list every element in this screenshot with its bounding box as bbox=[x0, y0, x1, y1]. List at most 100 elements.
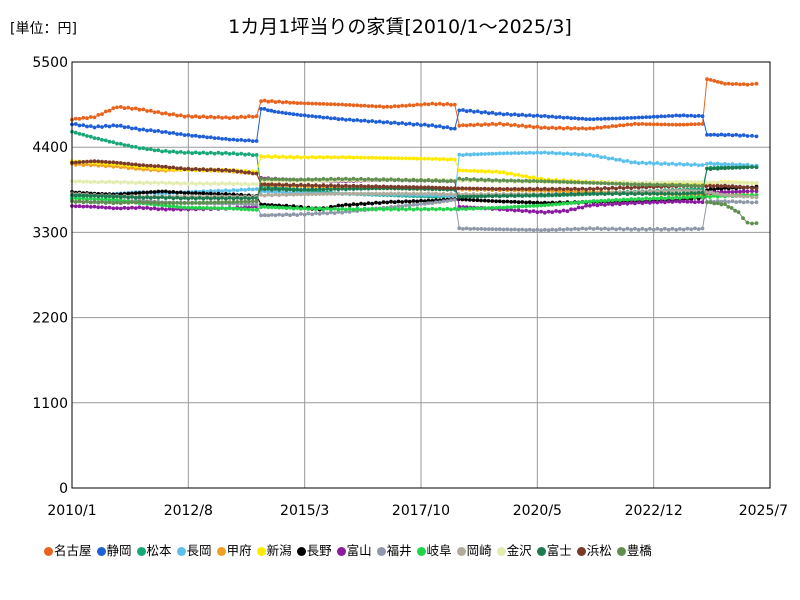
legend-swatch bbox=[216, 547, 226, 556]
data-point bbox=[103, 180, 108, 185]
data-point bbox=[738, 133, 742, 138]
data-point bbox=[584, 191, 588, 196]
data-point bbox=[400, 156, 405, 161]
data-point bbox=[573, 201, 577, 205]
data-point bbox=[85, 199, 89, 204]
data-point bbox=[156, 189, 161, 194]
data-point bbox=[212, 136, 217, 141]
data-point bbox=[700, 184, 705, 188]
series-名古屋 bbox=[70, 77, 759, 131]
data-point bbox=[726, 162, 731, 167]
data-point bbox=[422, 202, 427, 206]
data-point bbox=[708, 167, 713, 172]
data-point bbox=[509, 178, 513, 183]
data-point bbox=[666, 191, 671, 196]
data-point bbox=[201, 114, 206, 119]
data-point bbox=[347, 184, 352, 189]
data-point bbox=[561, 152, 566, 156]
data-point bbox=[636, 182, 641, 187]
data-point bbox=[310, 114, 315, 118]
data-point bbox=[512, 186, 517, 191]
legend-label: 福井 bbox=[386, 543, 412, 558]
data-point bbox=[591, 187, 596, 192]
data-point bbox=[422, 206, 427, 211]
data-point bbox=[193, 201, 198, 205]
data-point bbox=[689, 163, 694, 168]
data-point bbox=[542, 203, 547, 208]
data-point bbox=[651, 200, 656, 204]
data-point bbox=[696, 190, 701, 195]
data-point bbox=[741, 165, 746, 170]
data-point bbox=[148, 190, 153, 194]
data-point bbox=[366, 191, 371, 196]
data-point bbox=[344, 187, 348, 192]
data-point bbox=[224, 196, 228, 201]
data-point bbox=[696, 113, 701, 118]
data-point bbox=[205, 168, 210, 173]
data-point bbox=[400, 178, 405, 183]
data-point bbox=[419, 185, 423, 190]
data-point bbox=[666, 122, 671, 127]
data-point bbox=[325, 155, 330, 159]
data-point bbox=[133, 181, 138, 186]
series-豊橋 bbox=[70, 176, 759, 226]
data-point bbox=[648, 200, 652, 205]
data-point bbox=[259, 99, 263, 104]
data-point bbox=[111, 160, 116, 165]
data-point bbox=[542, 227, 547, 232]
data-point bbox=[603, 226, 607, 231]
data-point bbox=[573, 116, 577, 120]
data-point bbox=[651, 114, 656, 119]
data-point bbox=[175, 113, 180, 118]
data-point bbox=[576, 116, 581, 121]
data-point bbox=[726, 190, 731, 194]
data-point bbox=[362, 118, 367, 123]
data-point bbox=[220, 151, 225, 156]
data-point bbox=[381, 200, 386, 205]
data-point bbox=[569, 126, 573, 131]
data-point bbox=[247, 114, 251, 119]
data-point bbox=[231, 206, 236, 211]
data-point bbox=[546, 179, 551, 184]
data-point bbox=[606, 186, 611, 191]
data-point bbox=[719, 199, 724, 204]
data-point bbox=[629, 200, 634, 205]
data-point bbox=[486, 227, 491, 232]
data-point bbox=[137, 191, 142, 195]
data-point bbox=[355, 118, 360, 122]
data-point bbox=[332, 206, 337, 211]
data-point bbox=[696, 184, 701, 189]
data-point bbox=[557, 193, 562, 198]
data-point bbox=[85, 124, 89, 129]
data-point bbox=[588, 203, 592, 208]
data-point bbox=[156, 181, 161, 186]
data-point bbox=[542, 150, 547, 155]
data-point bbox=[314, 187, 318, 192]
data-point bbox=[407, 121, 412, 126]
data-point bbox=[280, 192, 285, 197]
data-point bbox=[715, 183, 720, 188]
data-point bbox=[666, 195, 671, 200]
data-point bbox=[321, 192, 326, 196]
data-point bbox=[539, 203, 543, 208]
data-point bbox=[696, 227, 701, 232]
data-point bbox=[374, 200, 378, 205]
data-point bbox=[288, 187, 292, 192]
data-point bbox=[569, 201, 573, 205]
data-point bbox=[490, 170, 495, 174]
data-point bbox=[197, 167, 202, 172]
data-point bbox=[674, 122, 679, 127]
data-point bbox=[231, 168, 236, 173]
data-point bbox=[302, 192, 307, 197]
data-point bbox=[606, 116, 611, 121]
data-point bbox=[527, 179, 532, 184]
data-point bbox=[539, 187, 543, 192]
data-point bbox=[96, 113, 101, 117]
data-point bbox=[148, 163, 153, 168]
data-point bbox=[527, 209, 532, 214]
data-point bbox=[430, 201, 435, 206]
data-point bbox=[280, 205, 285, 210]
data-point bbox=[152, 129, 157, 134]
data-point bbox=[118, 105, 123, 109]
data-point bbox=[520, 194, 525, 198]
